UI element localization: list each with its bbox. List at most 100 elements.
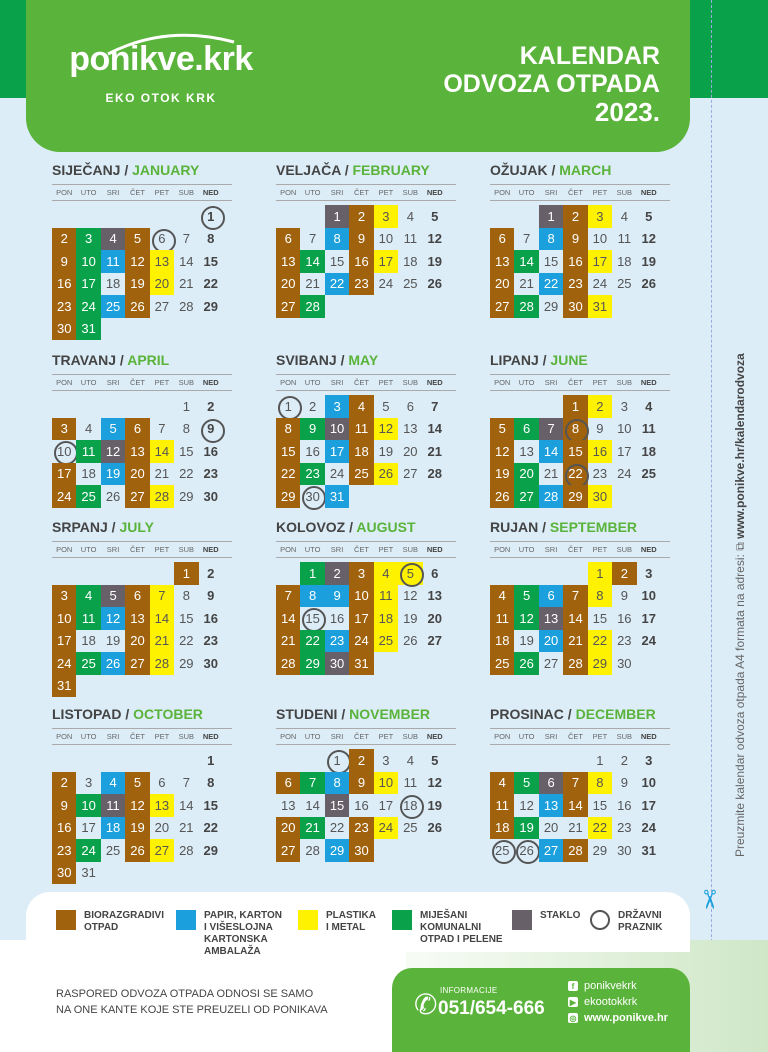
empty-cell (539, 749, 563, 772)
day-cell: 24 (617, 466, 632, 482)
weekday-label: NED (640, 732, 657, 741)
holiday-day-cell: 9 (199, 418, 225, 442)
legend-label: STAKLO (540, 910, 581, 921)
weekday-label: NED (640, 188, 657, 197)
day-cell: 14 (300, 250, 325, 273)
day-cell: 3 (324, 395, 350, 418)
footer-panel (26, 952, 406, 1052)
day-cell: 21 (179, 820, 194, 836)
empty-cell (76, 749, 100, 772)
week-row: 19 20 21 22 23 24 25 (490, 462, 670, 487)
empty-cell (76, 562, 100, 585)
day-cell: 20 (154, 820, 170, 836)
empty-cell (374, 652, 398, 675)
day-cell: 12 (427, 775, 442, 791)
day-cell: 19 (378, 443, 394, 459)
day-cell: 5 (645, 208, 653, 224)
day-cell: 12 (100, 607, 126, 630)
weekday-label: SRI (330, 545, 344, 554)
weekday-label: PON (494, 732, 511, 741)
day-cell: 20 (538, 629, 564, 652)
youtube-link[interactable]: ▶ ekootokkrk (568, 996, 638, 1008)
day-cell: 30 (52, 317, 77, 340)
weekday-label: SUB (616, 545, 633, 554)
day-cell: 2 (612, 562, 637, 585)
week-row: 4 5 6 7 8 9 10 (490, 771, 670, 794)
day-cell: 12 (125, 794, 150, 817)
weekday-label: PON (280, 188, 297, 197)
day-cell: 6 (538, 584, 564, 607)
empty-cell (398, 839, 422, 862)
download-url[interactable]: www.ponikve.hr/kalendarodvoza (733, 353, 747, 539)
website-link[interactable]: ◎ www.ponikve.hr (568, 1012, 668, 1024)
day-cell: 24 (329, 466, 345, 482)
day-cell: 30 (617, 842, 632, 858)
empty-cell (125, 862, 149, 885)
weekday-label: SUB (616, 732, 633, 741)
week-row: 18 19 20 21 22 23 24 (490, 816, 670, 839)
month-november: STUDENI / NOVEMBER PON UTO SRI ČET PET SUB NED 1… (276, 706, 456, 862)
day-cell: 25 (100, 295, 126, 318)
empty-cell (349, 485, 373, 508)
day-cell: 6 (158, 775, 166, 791)
day-cell: 23 (617, 633, 632, 649)
day-cell: 17 (641, 610, 656, 626)
day-cell: 2 (349, 205, 374, 228)
empty-cell (349, 295, 373, 318)
empty-cell (174, 675, 198, 698)
week-row: 12 13 14 15 16 17 18 (490, 440, 670, 463)
day-cell: 31 (349, 652, 374, 675)
weekday-label: ČET (129, 545, 145, 554)
facebook-link[interactable]: f ponikvekrk (568, 980, 637, 992)
empty-cell (174, 205, 198, 228)
day-cell: 4 (406, 208, 414, 224)
weekday-header: PON UTO SRI ČET PET SUB NED (490, 374, 670, 391)
day-cell: 18 (373, 607, 399, 630)
month-june: LIPANJ / JUNE PON UTO SRI ČET PET SUB NED 1 2 3 4 5 6… (490, 352, 670, 508)
logo[interactable]: ponikve.krk EKO OTOK KRK (66, 33, 256, 105)
weekday-label: SUB (616, 188, 633, 197)
day-cell: 26 (427, 276, 442, 292)
weekday-label: SRI (106, 188, 120, 197)
day-cell: 3 (645, 752, 653, 768)
day-cell: 30 (203, 488, 218, 504)
day-cell: 4 (490, 771, 515, 794)
day-cell: 17 (349, 607, 374, 630)
day-cell: 25 (617, 276, 632, 292)
day-cell: 23 (617, 820, 632, 836)
day-cell: 27 (276, 295, 301, 318)
weekday-label: PET (154, 732, 170, 741)
month-title: LISTOPAD / OCTOBER (52, 706, 203, 722)
phone-number[interactable]: 051/654-666 (438, 998, 545, 1019)
day-cell: 13 (519, 443, 534, 459)
day-cell: 24 (373, 816, 399, 839)
day-cell: 27 (538, 839, 564, 862)
title-line-2: ODVOZA OTPADA (443, 70, 660, 98)
day-cell: 25 (373, 629, 399, 652)
day-cell: 25 (403, 820, 418, 836)
empty-cell (423, 295, 447, 318)
day-cell: 9 (207, 588, 215, 604)
day-cell: 29 (300, 652, 325, 675)
day-cell: 30 (52, 861, 77, 884)
day-cell: 26 (105, 488, 121, 504)
day-cell: 10 (349, 584, 374, 607)
day-cell: 22 (329, 820, 345, 836)
day-cell: 12 (427, 231, 442, 247)
month-october: LISTOPAD / OCTOBER PON UTO SRI ČET PET SUB NED 1… (52, 706, 232, 884)
day-cell: 20 (276, 816, 301, 839)
empty-cell (76, 675, 100, 698)
day-cell: 10 (378, 231, 394, 247)
day-cell: 9 (52, 794, 77, 817)
day-cell: 15 (543, 253, 559, 269)
day-cell: 22 (203, 820, 218, 836)
day-cell: 12 (519, 797, 534, 813)
weekday-label: SRI (330, 732, 344, 741)
weekday-label: ČET (567, 545, 583, 554)
day-cell: 10 (324, 417, 350, 440)
empty-cell (490, 395, 514, 418)
empty-cell (276, 205, 300, 228)
weekday-label: PON (280, 545, 297, 554)
